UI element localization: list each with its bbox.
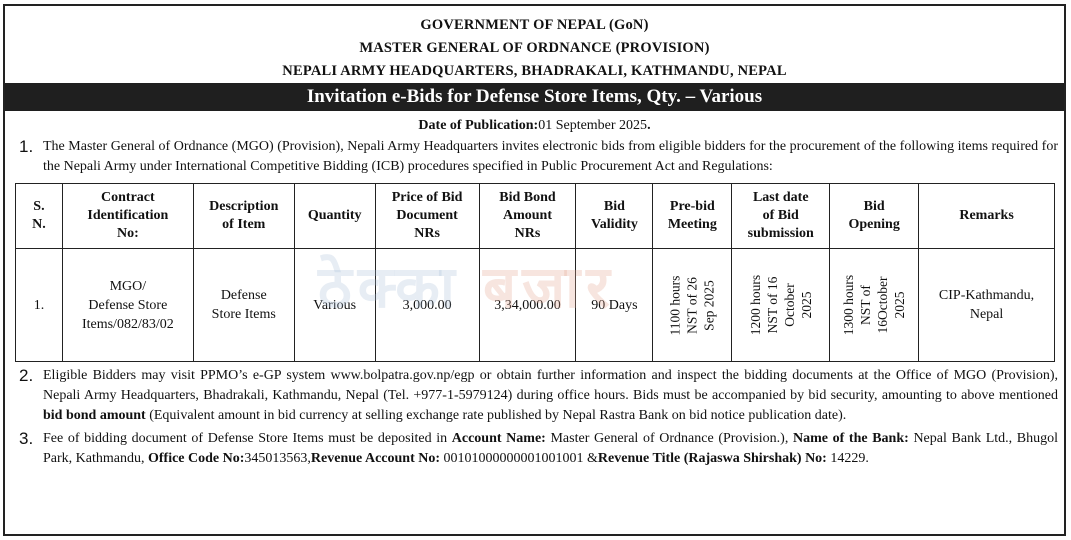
header-contract-id: Contract Identification No: xyxy=(61,183,194,249)
header-line-2: MASTER GENERAL OF ORDNANCE (PROVISION) xyxy=(359,40,710,56)
paragraph-text: The Master General of Ordnance (MGO) (Pr… xyxy=(43,139,1058,174)
paragraph-3: 3. Fee of bidding document of Defense St… xyxy=(19,429,1059,466)
cell-opening: 1300 hours NST of 16October 2025 xyxy=(829,248,920,362)
cell-contract-id: MGO/Defense Store Items/082/83/02 xyxy=(61,248,194,362)
paragraph-1: 1. The Master General of Ordnance (MGO) … xyxy=(5,137,1064,177)
cell-bid-bond: 3,34,000.00 xyxy=(478,248,577,362)
header-description: Description of Item xyxy=(192,183,295,249)
cell-validity: 90 Days xyxy=(575,248,654,362)
publication-label: Date of Publication: xyxy=(418,118,539,133)
paragraph-number: 3. xyxy=(19,429,34,448)
bid-bond-amount-text: bid bond amount xyxy=(43,408,146,423)
header-line-1: GOVERNMENT OF NEPAL (GoN) xyxy=(420,17,649,33)
notice-header: GOVERNMENT OF NEPAL (GoN) MASTER GENERAL… xyxy=(5,14,1064,83)
bid-table: S. N. Contract Identification No: Descripti… xyxy=(15,183,1055,362)
publication-end: . xyxy=(647,118,651,133)
cell-sn: 1. xyxy=(15,248,63,362)
header-line-3: NEPALI ARMY HEADQUARTERS, BHADRAKALI, KA… xyxy=(282,63,787,79)
header-validity: Bid Validity xyxy=(575,183,654,249)
revenue-title-label: Revenue Title (Rajaswa Shirshak) No: xyxy=(597,451,827,466)
cell-remarks: CIP-Kathmandu, Nepal xyxy=(918,248,1055,362)
cell-last-date: 1200 hours NST of 16 October 2025 xyxy=(731,248,831,362)
table-header-row: S. N. Contract Identification No: Descripti… xyxy=(15,183,1055,249)
notice-title-banner: Invitation e-Bids for Defense Store Item… xyxy=(5,83,1064,111)
cell-quantity: Various xyxy=(293,248,376,362)
header-remarks: Remarks xyxy=(918,183,1055,249)
table-row: 1. MGO/Defense Store Items/082/83/02 Defe… xyxy=(15,248,1055,362)
notice-frame: GOVERNMENT OF NEPAL (GoN) MASTER GENERAL… xyxy=(3,4,1066,536)
paragraph-2: 2. Eligible Bidders may visit PPMO’s e-G… xyxy=(19,366,1058,423)
bank-name-label: Name of the Bank: xyxy=(792,431,909,446)
header-last-date: Last date of Bid submission xyxy=(731,183,831,249)
office-code-label: Office Code No: xyxy=(147,451,245,466)
header-bid-bond: Bid Bond Amount NRs xyxy=(478,183,577,249)
header-opening: Bid Opening xyxy=(829,183,920,249)
cell-prebid: 1100 hours NST of 26 Sep 2025 xyxy=(652,248,733,362)
header-price: Price of Bid Document NRs xyxy=(374,183,480,249)
revenue-account-label: Revenue Account No: xyxy=(310,451,441,466)
paragraph-number: 2. xyxy=(19,366,34,385)
account-name-label: Account Name: xyxy=(451,431,546,446)
header-sn: S. N. xyxy=(15,183,63,249)
header-prebid: Pre-bid Meeting xyxy=(652,183,733,249)
publication-date: Date of Publication:01 September 2025. xyxy=(5,117,1064,135)
paragraph-number: 1. xyxy=(19,137,34,156)
header-quantity: Quantity xyxy=(293,183,376,249)
cell-price: 3,000.00 xyxy=(374,248,480,362)
publication-value: 01 September 2025 xyxy=(538,118,648,133)
cell-description: Defense Store Items xyxy=(192,248,295,362)
